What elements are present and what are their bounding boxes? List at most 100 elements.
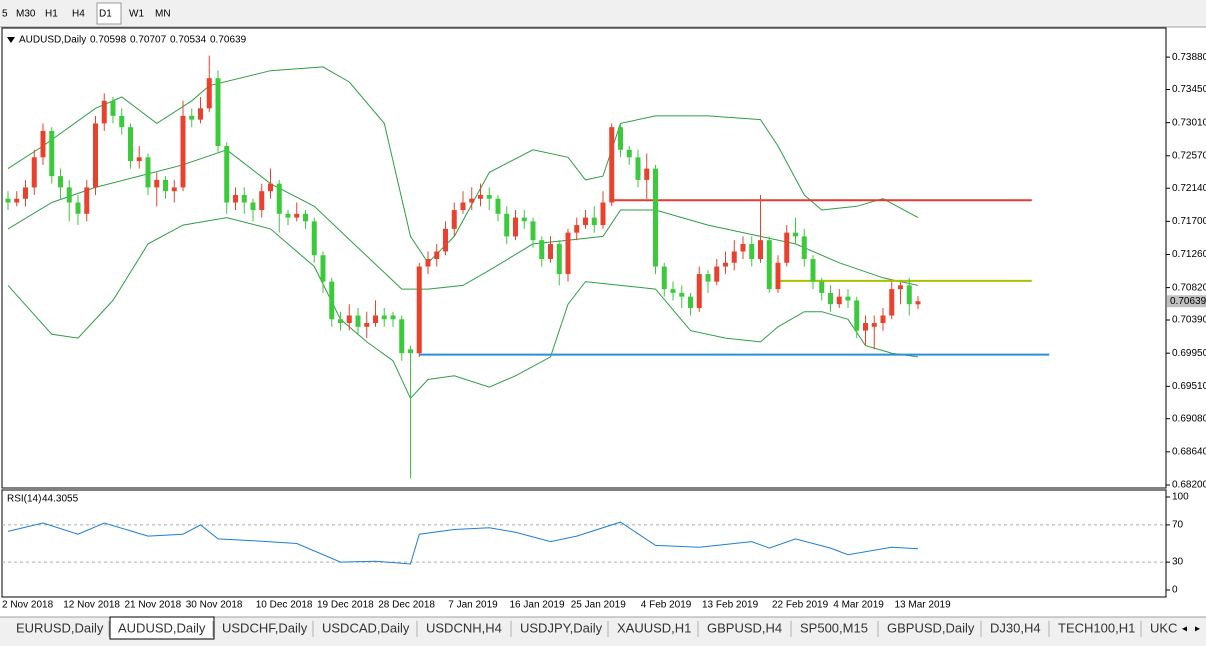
timeframe-button[interactable]: M30	[16, 9, 36, 20]
x-tick-label: 28 Dec 2018	[378, 600, 435, 611]
timeframe-button[interactable]: H4	[72, 9, 85, 20]
candle-body	[101, 100, 107, 124]
candle-body	[364, 323, 370, 327]
candle-body	[495, 198, 501, 214]
timeframe-button[interactable]: 5	[2, 9, 8, 20]
y-tick-label: 0.69950	[1172, 348, 1206, 359]
candle-body	[31, 157, 37, 188]
x-tick-label: 10 Dec 2018	[256, 600, 313, 611]
candle-body	[163, 179, 168, 192]
candle-body	[714, 266, 720, 282]
rsi-panel	[1, 489, 1167, 598]
candle-body	[303, 213, 308, 222]
x-tick-label: 21 Nov 2018	[125, 600, 182, 611]
bollinger-band	[7, 66, 919, 264]
tab[interactable]: GBPUSD,Daily	[887, 620, 975, 635]
candle-body	[119, 115, 125, 128]
candle-body	[390, 315, 396, 320]
rsi-tick-label: 100	[1172, 492, 1189, 503]
y-tick-label: 0.71700	[1172, 216, 1206, 227]
x-tick-label: 12 Nov 2018	[63, 600, 120, 611]
candle-body	[591, 217, 597, 226]
timeframe-button[interactable]: MN	[155, 9, 171, 20]
tab[interactable]: DJ30,H4	[990, 620, 1041, 635]
timeframe-button[interactable]: W1	[129, 9, 144, 20]
candle-body	[320, 255, 326, 282]
candle-body	[583, 217, 588, 226]
candle-body	[355, 315, 361, 327]
tab-scroll[interactable]: ◂	[1182, 624, 1187, 635]
tab[interactable]: EURUSD,Daily	[16, 620, 104, 635]
y-tick-label: 0.73880	[1172, 52, 1206, 63]
candle-body	[845, 296, 851, 301]
candle-body	[504, 213, 510, 237]
timeframe-button[interactable]: D1	[99, 9, 112, 20]
candle-body	[171, 187, 177, 192]
candle-body	[276, 183, 282, 214]
candle-body	[565, 232, 571, 275]
candle-body	[425, 259, 431, 267]
candle-body	[408, 349, 413, 354]
x-tick-label: 25 Jan 2019	[571, 600, 626, 611]
candle-body	[705, 274, 711, 282]
candle-body	[539, 240, 545, 259]
candle-body	[198, 108, 203, 120]
candle-body	[189, 115, 195, 120]
tab[interactable]: AUDUSD,Daily	[118, 620, 206, 635]
tab[interactable]: SP500,M15	[800, 620, 868, 635]
x-tick-label: 22 Feb 2019	[772, 600, 829, 611]
y-tick-label: 0.70820	[1172, 282, 1206, 293]
candle-body	[880, 315, 886, 324]
tab[interactable]: USDJPY,Daily	[520, 620, 603, 635]
candle-body	[775, 262, 781, 290]
tab[interactable]: XAUUSD,H1	[617, 620, 691, 635]
bollinger-band	[7, 217, 919, 400]
candle-body	[871, 323, 877, 327]
tab[interactable]: UKC	[1150, 620, 1177, 635]
candle-body	[731, 251, 737, 263]
candle-body	[311, 221, 317, 256]
candle-body	[136, 157, 142, 162]
candle-body	[836, 296, 842, 305]
ohlc-value: 0.70639	[210, 35, 247, 46]
candle-body	[416, 266, 422, 354]
y-tick-label: 0.68200	[1172, 480, 1206, 491]
candle-body	[58, 176, 63, 188]
y-tick-label: 0.70390	[1172, 315, 1206, 326]
x-tick-label: 19 Dec 2018	[317, 600, 374, 611]
x-tick-label: 7 Jan 2019	[448, 600, 498, 611]
tab[interactable]: TECH100,H1	[1058, 620, 1135, 635]
candle-body	[381, 315, 387, 320]
tab-scroll[interactable]: ▸	[1195, 624, 1200, 635]
rsi-line	[7, 521, 919, 565]
timeframe-button[interactable]: H1	[45, 9, 58, 20]
candle-body	[609, 127, 615, 203]
ohlc-value: 0.70707	[130, 35, 167, 46]
x-tick-label: 4 Mar 2019	[833, 600, 884, 611]
price-panel	[1, 27, 1167, 489]
candle-body	[268, 183, 273, 192]
candle-body	[294, 213, 300, 218]
tab[interactable]: USDCHF,Daily	[222, 620, 308, 635]
current-price: 0.70639	[1170, 296, 1206, 307]
candle-body	[915, 301, 921, 305]
candle-body	[478, 194, 483, 199]
candle-body	[14, 198, 20, 203]
tab[interactable]: GBPUSD,H4	[707, 620, 782, 635]
candle-body	[66, 187, 72, 203]
candle-body	[749, 243, 755, 259]
x-tick-label: 16 Jan 2019	[510, 600, 565, 611]
candle-body	[513, 217, 518, 237]
y-tick-label: 0.71260	[1172, 249, 1206, 260]
candle-body	[635, 157, 641, 180]
candle-body	[828, 292, 833, 305]
tab[interactable]: USDCAD,Daily	[322, 620, 410, 635]
candle-body	[863, 323, 868, 331]
y-tick-label: 0.73010	[1172, 117, 1206, 128]
candle-body	[758, 240, 763, 259]
tab[interactable]: USDCNH,H4	[426, 620, 502, 635]
candle-body	[766, 240, 772, 290]
candle-body	[443, 228, 448, 252]
candle-body	[128, 127, 133, 162]
